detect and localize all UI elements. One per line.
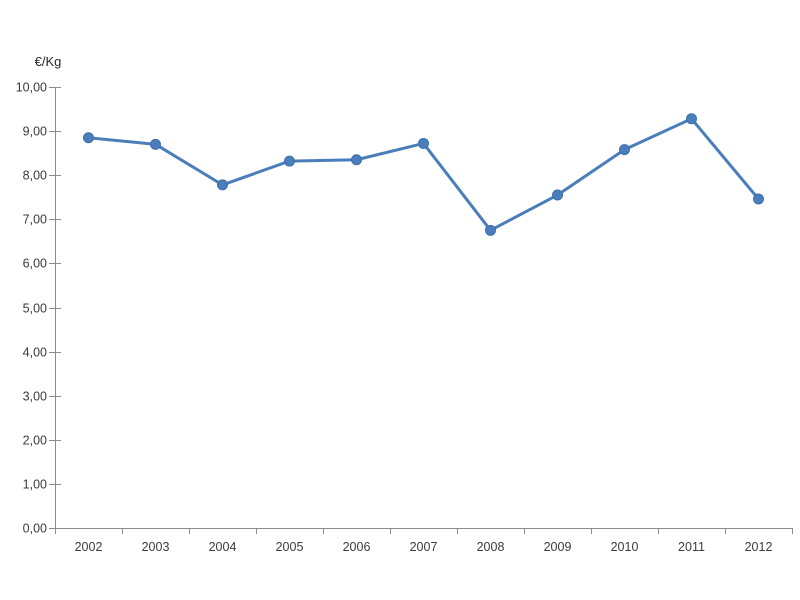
x-axis-tick-label: 2004: [209, 540, 237, 554]
y-axis-tick-label: 6,00: [23, 257, 47, 271]
y-axis-tick-label: 9,00: [23, 125, 47, 139]
y-axis-tick-label: 5,00: [23, 302, 47, 316]
data-point-2002: [83, 132, 94, 144]
x-axis-tick-label: 2010: [611, 540, 639, 554]
data-point-2007: [418, 137, 429, 149]
data-point-2008: [485, 224, 496, 236]
x-axis-tick-label: 2005: [276, 540, 304, 554]
x-axis-tick-label: 2006: [343, 540, 371, 554]
y-axis-tick-label: 10,00: [16, 81, 47, 95]
data-point-2006: [351, 154, 362, 166]
y-axis-tick-label: 4,00: [23, 346, 47, 360]
y-axis-tick-label: 0,00: [23, 522, 47, 536]
x-axis-tick-label: 2002: [75, 540, 103, 554]
y-axis-tick-label: 8,00: [23, 169, 47, 183]
y-axis-tick-label: 7,00: [23, 213, 47, 227]
y-axis-tick-label: 2,00: [23, 434, 47, 448]
data-point-2012: [753, 193, 764, 205]
data-point-2004: [217, 179, 228, 191]
x-axis-tick-label: 2007: [410, 540, 438, 554]
x-axis-tick-label: 2012: [745, 540, 773, 554]
series-line: [87, 117, 760, 232]
y-axis-tick-label: 1,00: [23, 478, 47, 492]
x-axis-tick-label: 2008: [477, 540, 505, 554]
x-axis-tick-label: 2009: [544, 540, 572, 554]
x-axis-tick-label: 2011: [678, 540, 705, 554]
y-axis-tick-label: 3,00: [23, 390, 47, 404]
data-point-2009: [552, 189, 563, 201]
data-point-2005: [284, 155, 295, 167]
data-point-2010: [619, 144, 630, 156]
data-point-2011: [686, 113, 697, 125]
x-axis-tick-label: 2003: [142, 540, 170, 554]
y-axis-unit-label: €/Kg: [34, 54, 62, 69]
data-point-2003: [150, 138, 161, 150]
